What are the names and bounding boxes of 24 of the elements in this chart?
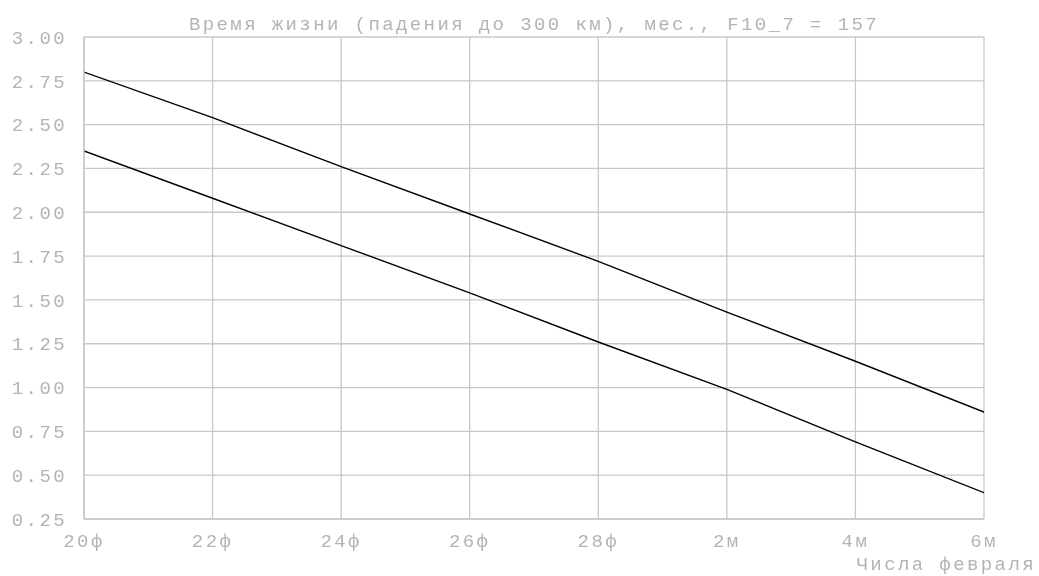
y-tick-label: 2.25 — [11, 159, 67, 182]
x-tick-label: 20ф — [63, 531, 105, 554]
x-tick-label: 28ф — [577, 531, 619, 554]
x-tick-label: 6м — [970, 531, 998, 554]
y-tick-label: 1.75 — [11, 246, 67, 269]
y-tick-label: 1.50 — [11, 290, 67, 313]
y-tick-label: 0.75 — [11, 422, 67, 445]
x-axis-title: Числа февраля — [856, 554, 1036, 576]
x-tick-label: 22ф — [191, 531, 234, 554]
chart-title: Время жизни (падения до 300 км), мес., F10_7 = 157 — [188, 14, 880, 36]
y-tick-label: 2.50 — [11, 115, 67, 138]
x-tick-label: 26ф — [449, 531, 491, 554]
y-tick-label: 0.50 — [11, 465, 67, 488]
y-tick-label: 1.25 — [11, 334, 67, 357]
y-tick-label: 0.25 — [11, 509, 67, 532]
x-tick-label: 2м — [713, 531, 741, 554]
y-tick-label: 1.00 — [11, 378, 67, 401]
x-tick-label: 24ф — [320, 531, 362, 554]
y-tick-label: 2.00 — [11, 203, 67, 226]
y-tick-label: 3.00 — [11, 27, 67, 50]
y-tick-label: 2.75 — [11, 71, 67, 94]
x-tick-label: 4м — [841, 531, 870, 554]
line-series — [84, 71, 984, 413]
line-series — [84, 150, 984, 494]
